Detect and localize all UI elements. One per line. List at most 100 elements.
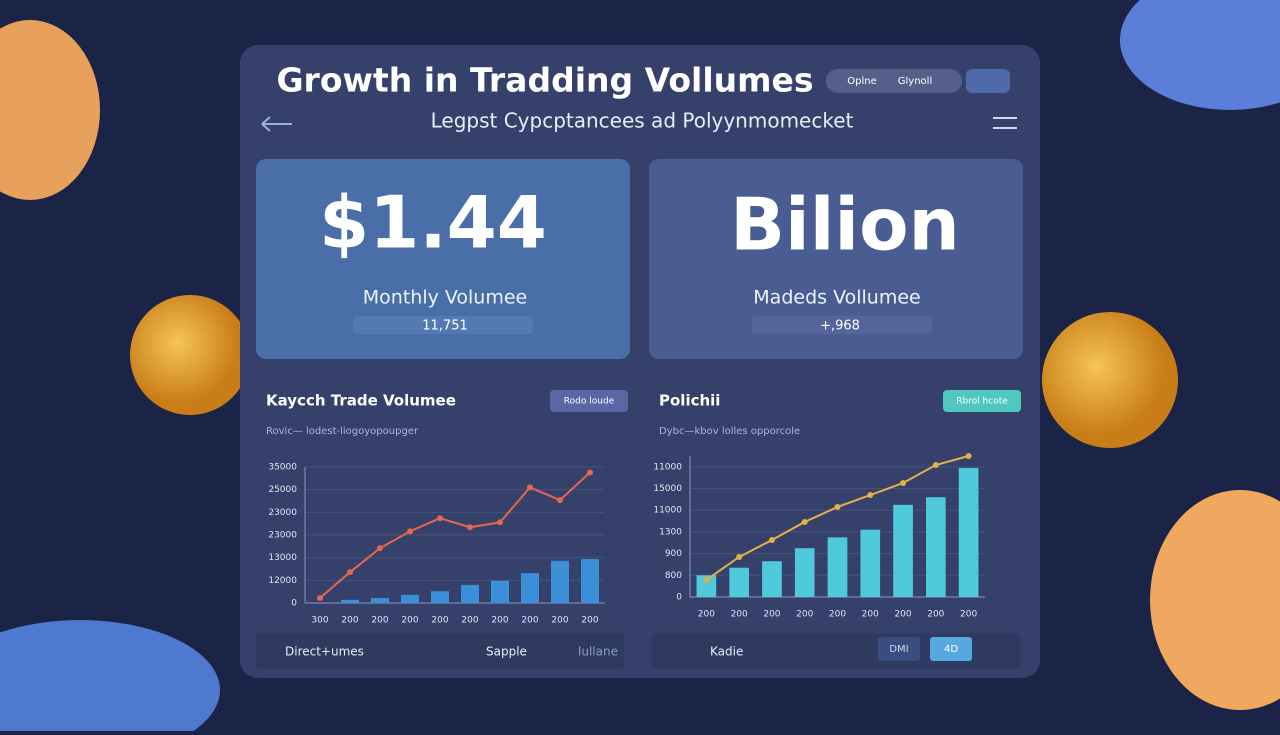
legend-text: Rovic— lodest-liogoyopoupger <box>266 426 419 437</box>
footer-item[interactable]: Direct+umes <box>285 645 364 659</box>
bar <box>371 598 389 603</box>
bitcoin <box>130 295 250 415</box>
footer-button[interactable] <box>930 637 972 661</box>
blob <box>0 620 220 735</box>
x-tick-label: 200 <box>698 610 715 620</box>
panel-button[interactable] <box>550 390 628 412</box>
bar <box>729 567 749 597</box>
stat-label: Madeds Vollumee <box>753 287 920 309</box>
point <box>801 518 808 525</box>
point <box>497 519 503 526</box>
y-tick-label: 1300 <box>659 527 682 537</box>
bar <box>926 497 946 597</box>
bar <box>827 537 848 597</box>
point <box>407 528 413 535</box>
subtitle: Legpst Cypcptancees ad Polyynmomecket <box>431 109 854 133</box>
point <box>900 480 907 487</box>
stat-sub: +,968 <box>820 319 860 334</box>
x-tick-label: 200 <box>551 616 568 626</box>
footer-item[interactable]: 4D <box>944 644 958 655</box>
stat-card <box>256 159 630 359</box>
panel-title: Polichii <box>659 392 720 410</box>
panel-button[interactable] <box>943 390 1021 412</box>
x-tick-label: 200 <box>960 610 977 620</box>
footer-item[interactable]: Sapple <box>486 645 527 659</box>
stat-sub-box <box>353 316 533 334</box>
bar <box>762 561 782 597</box>
point <box>965 453 972 459</box>
point <box>467 524 473 531</box>
toggle-option[interactable]: Glynoll <box>898 76 932 87</box>
point <box>768 536 775 543</box>
back-arrow[interactable] <box>261 116 292 132</box>
point <box>834 503 841 510</box>
bar <box>893 504 913 597</box>
x-tick-label: 200 <box>894 610 911 620</box>
stat-value: $1.44 <box>319 181 547 265</box>
toggle-option[interactable]: Oplne <box>847 76 877 87</box>
x-tick-label: 200 <box>763 610 780 620</box>
footer-item[interactable]: DMI <box>889 644 908 655</box>
x-tick-label: 200 <box>521 616 538 626</box>
point <box>527 484 533 491</box>
bar <box>581 559 599 603</box>
panel-button-label: Rodo loude <box>564 397 615 407</box>
y-tick-label: 800 <box>665 571 682 581</box>
stat-label: Monthly Volumee <box>363 287 527 309</box>
bar <box>860 529 881 597</box>
icon-button[interactable] <box>966 69 1010 93</box>
bar <box>431 591 449 603</box>
footer-item[interactable]: Kadie <box>710 645 743 659</box>
x-tick-label: 200 <box>461 616 478 626</box>
legend-text: Dybc—kbov lolles opporcole <box>659 426 800 437</box>
point <box>932 462 939 469</box>
panel-button-label: Rbrol hcote <box>956 397 1008 407</box>
point <box>736 553 743 560</box>
bar <box>491 580 509 603</box>
stat-sub: 11,751 <box>422 319 468 334</box>
x-tick-label: 200 <box>731 610 748 620</box>
x-tick-label: 200 <box>491 616 508 626</box>
footer-button[interactable] <box>878 637 920 661</box>
x-tick-label: 200 <box>829 610 846 620</box>
point <box>437 515 443 522</box>
x-tick-label: 200 <box>341 616 358 626</box>
blob <box>1120 0 1280 110</box>
panel-title: Kaycch Trade Volumee <box>266 392 456 410</box>
y-tick-label: 900 <box>665 549 682 559</box>
stat-sub-box <box>752 316 932 334</box>
bar <box>461 584 479 603</box>
bar <box>551 560 569 603</box>
y-tick-label: 15000 <box>653 484 682 494</box>
x-tick-label: 200 <box>927 610 944 620</box>
blob <box>0 20 100 200</box>
blob <box>1150 490 1280 710</box>
y-tick-label: 23000 <box>268 508 297 518</box>
toggle[interactable] <box>826 69 962 93</box>
x-tick-label: 200 <box>581 616 598 626</box>
point <box>317 595 323 602</box>
x-tick-label: 200 <box>371 616 388 626</box>
footer-bar <box>256 633 624 669</box>
footer-item[interactable]: lullane <box>578 645 618 659</box>
bar <box>696 575 717 597</box>
x-tick-label: 200 <box>401 616 418 626</box>
bar <box>341 599 359 603</box>
point <box>377 545 383 552</box>
y-tick-label: 0 <box>291 599 297 609</box>
stat-value: Bilion <box>730 183 960 267</box>
x-tick-label: 200 <box>796 610 813 620</box>
point <box>557 497 563 504</box>
line <box>319 471 591 599</box>
point <box>703 576 710 583</box>
bar <box>521 573 539 603</box>
bar <box>401 594 419 603</box>
stat-card <box>649 159 1023 359</box>
point <box>587 469 593 476</box>
y-tick-label: 13000 <box>268 553 297 563</box>
menu[interactable] <box>993 117 1017 129</box>
title: Growth in Tradding Vollumes <box>276 61 813 100</box>
y-tick-label: 23000 <box>268 531 297 541</box>
footer-bar <box>652 633 1020 669</box>
